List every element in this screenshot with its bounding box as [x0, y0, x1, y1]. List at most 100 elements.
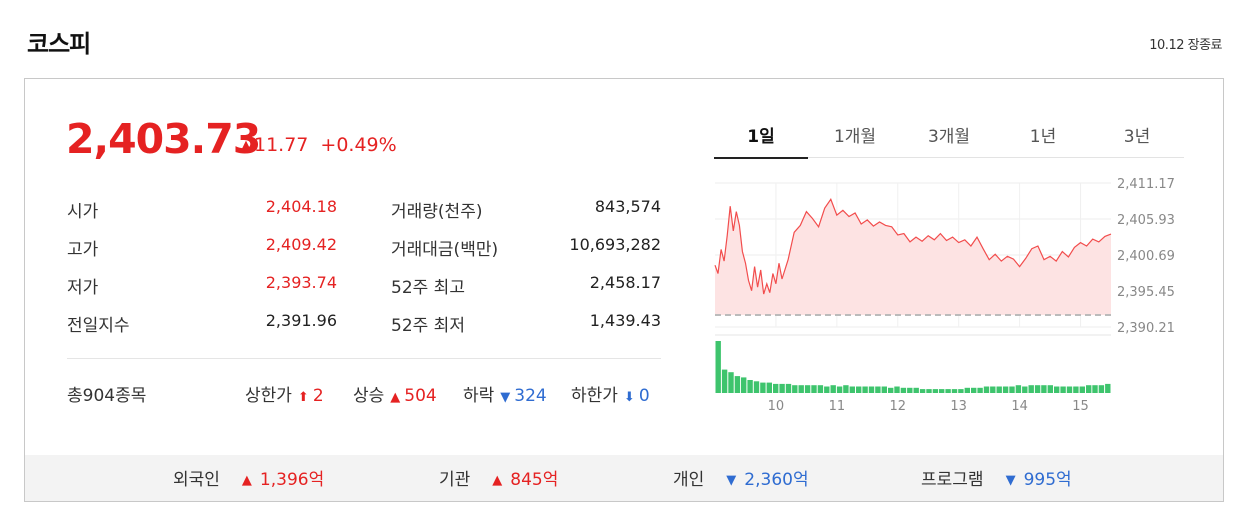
- period-tabs: 1일 1개월 3개월 1년 3년: [714, 117, 1184, 159]
- volume-bar: [779, 383, 785, 393]
- volume-bar: [849, 386, 855, 393]
- stat-value: 2,409.42: [265, 235, 337, 254]
- volume-bar: [1022, 386, 1028, 393]
- stats-table: 시가 2,404.18 거래량(천주) 843,574 고가 2,409.42 …: [67, 197, 661, 349]
- stat-value: 2,404.18: [265, 197, 337, 216]
- volume-bar: [1105, 383, 1111, 393]
- tab-1d[interactable]: 1일: [714, 122, 808, 159]
- fall-count: 하락 ▼ 324: [463, 381, 547, 406]
- rise-label: 상승: [353, 386, 385, 406]
- stat-label: 거래량(천주): [391, 202, 483, 222]
- volume-bar: [875, 386, 881, 393]
- volume-bar: [843, 385, 849, 393]
- investor-label: 개인: [673, 470, 705, 490]
- x-tick-label: 14: [1011, 399, 1028, 411]
- stat-value: 843,574: [594, 197, 661, 216]
- volume-bar: [792, 385, 798, 393]
- volume-bar: [1015, 385, 1022, 393]
- triangle-up-icon: ▲: [390, 390, 401, 405]
- stat-label: 시가: [67, 202, 99, 222]
- stat-label: 52주 최고: [391, 278, 465, 298]
- volume-bar: [990, 386, 996, 393]
- change-value: 11.77: [254, 134, 309, 156]
- lower-limit-label: 하한가: [571, 386, 618, 406]
- volume-bar: [766, 382, 772, 393]
- volume-bar: [945, 389, 951, 393]
- stat-value: 2,393.74: [265, 273, 337, 292]
- stat-value: 10,693,282: [569, 235, 661, 254]
- tab-1m[interactable]: 1개월: [833, 127, 877, 147]
- tab-1y[interactable]: 1년: [1029, 127, 1057, 147]
- y-tick-label: 2,395.45: [1117, 285, 1175, 300]
- triangle-down-icon: ▼: [726, 473, 737, 488]
- fall-value: 324: [514, 386, 547, 406]
- volume-bar: [728, 372, 734, 393]
- tab-3y[interactable]: 3년: [1123, 127, 1151, 147]
- y-tick-label: 2,405.93: [1117, 213, 1175, 228]
- volume-bar: [862, 386, 868, 393]
- volume-bar: [888, 387, 894, 393]
- volume-bar: [894, 386, 900, 393]
- volume-bar: [1060, 386, 1066, 393]
- volume-bar: [1079, 386, 1085, 393]
- up-arrow-icon: ▲: [241, 138, 251, 153]
- volume-bar: [747, 380, 753, 393]
- investor-bar: 외국인 ▲ 1,396억 기관 ▲ 845억 개인 ▼ 2,360억 프로그램 ▼ 995억: [25, 455, 1223, 501]
- y-tick-label: 2,400.69: [1117, 249, 1175, 264]
- volume-bar: [804, 385, 811, 393]
- stats-row: 고가 2,409.42 거래대금(백만) 10,693,282: [67, 235, 661, 273]
- x-tick-label: 15: [1072, 399, 1089, 411]
- x-tick-label: 10: [768, 399, 785, 411]
- upper-limit-count: 상한가 ⬆ 2: [245, 381, 324, 406]
- index-panel: 2,403.73 ▲ 11.77 +0.49% 시가 2,404.18 거래량(천주…: [24, 78, 1224, 502]
- investor-program: 프로그램 ▼ 995억: [921, 465, 1072, 490]
- volume-bar: [1092, 385, 1098, 393]
- stat-value: 2,391.96: [265, 311, 337, 330]
- upper-limit-value: 2: [312, 386, 324, 406]
- volume-bar: [951, 389, 958, 393]
- investor-foreign: 외국인 ▲ 1,396억: [173, 465, 324, 490]
- volume-bar: [811, 385, 817, 393]
- investor-label: 외국인: [173, 470, 220, 490]
- arrow-down-icon: ⬇: [623, 390, 635, 405]
- volume-bar: [824, 386, 830, 393]
- stats-row: 저가 2,393.74 52주 최고 2,458.17: [67, 273, 661, 311]
- triangle-down-icon: ▼: [500, 390, 511, 405]
- volume-bar: [958, 389, 964, 393]
- volume-bar: [817, 385, 824, 393]
- volume-bar: [881, 386, 887, 393]
- triangle-up-icon: ▲: [492, 473, 503, 488]
- arrow-up-icon: ⬆: [297, 390, 309, 405]
- volume-bar: [996, 386, 1002, 393]
- volume-bar: [1009, 386, 1015, 393]
- rise-value: 504: [404, 386, 437, 406]
- market-status: 10.12 장종료: [1149, 38, 1222, 53]
- volume-bar: [932, 389, 939, 393]
- stat-value: 1,439.43: [589, 311, 661, 330]
- triangle-up-icon: ▲: [241, 473, 252, 488]
- volume-bar: [964, 387, 970, 393]
- volume-bar: [900, 387, 907, 393]
- investor-value: 995억: [1023, 470, 1072, 490]
- price-line: [714, 198, 1112, 295]
- volume-bar: [773, 383, 779, 393]
- fall-label: 하락: [463, 386, 495, 406]
- tab-3m[interactable]: 3개월: [927, 127, 971, 147]
- stats-row: 전일지수 2,391.96 52주 최저 1,439.43: [67, 311, 661, 349]
- stats-row: 시가 2,404.18 거래량(천주) 843,574: [67, 197, 661, 235]
- investor-label: 프로그램: [921, 470, 984, 490]
- volume-bar: [1034, 385, 1041, 393]
- volume-bar: [983, 386, 990, 393]
- volume-bar: [1047, 385, 1053, 393]
- divider: [67, 358, 661, 359]
- volume-bar: [1002, 386, 1009, 393]
- stat-label: 거래대금(백만): [391, 240, 499, 260]
- investor-label: 기관: [439, 470, 471, 490]
- investor-individual: 개인 ▼ 2,360억: [673, 465, 809, 490]
- volume-bar: [868, 386, 875, 393]
- volume-bar: [830, 385, 836, 393]
- volume-bar: [741, 377, 747, 393]
- volume-bar: [1086, 385, 1092, 393]
- x-tick-label: 13: [950, 399, 967, 411]
- volume-bar: [753, 381, 760, 393]
